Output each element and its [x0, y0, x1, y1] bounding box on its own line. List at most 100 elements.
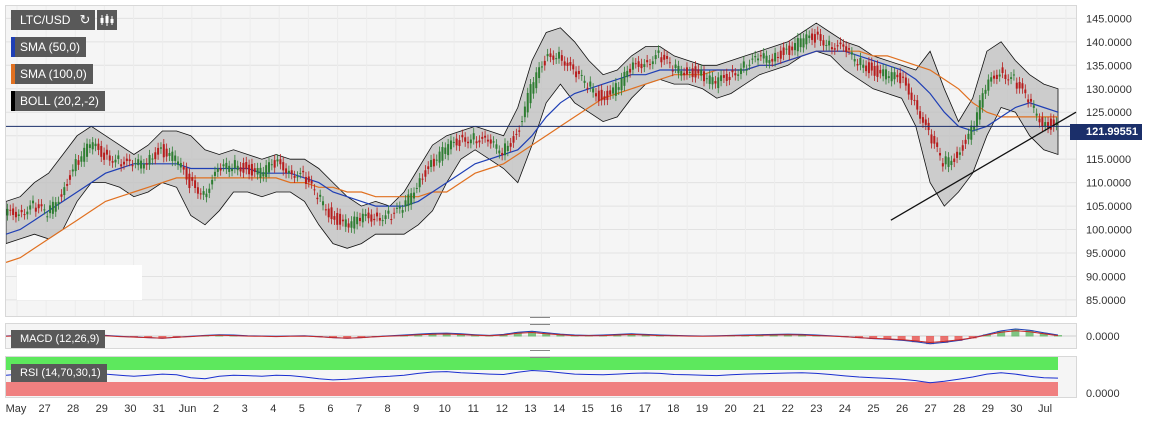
sma100-legend[interactable]: SMA (100,0) — [11, 64, 93, 84]
candle-body — [430, 160, 433, 168]
candle-body — [34, 207, 37, 212]
x-tick-label: 3 — [242, 403, 248, 415]
candle-body — [620, 78, 623, 91]
rsi-legend[interactable]: RSI (14,70,30,1) — [11, 364, 107, 382]
candle-body — [168, 153, 171, 156]
y-tick-label: 135.0000 — [1086, 60, 1132, 72]
candle-body — [833, 48, 836, 50]
candle-body — [907, 83, 910, 95]
x-tick-label: 30 — [124, 403, 136, 415]
candle-body — [233, 160, 236, 169]
candle-body — [165, 148, 168, 157]
x-tick-label: 30 — [1010, 403, 1022, 415]
boll-label: BOLL (20,2,-2) — [20, 94, 99, 108]
candle-body — [441, 147, 444, 161]
boll-legend[interactable]: BOLL (20,2,-2) — [11, 91, 105, 111]
macd-resize-handle[interactable] — [530, 317, 550, 325]
macd-histogram-bar — [513, 332, 522, 337]
rsi-panel[interactable]: 0.0000 — [5, 356, 1120, 400]
x-tick-label: 2 — [213, 403, 219, 415]
symbol-label[interactable]: LTC/USD — [11, 10, 77, 30]
x-tick-label: 8 — [385, 403, 391, 415]
candle-body — [961, 145, 964, 151]
candle-body — [529, 84, 532, 104]
candle-body — [347, 223, 350, 228]
price-chart-panel[interactable]: 145.0000 140.0000 135.0000 130.0000 125.0000… — [5, 5, 1132, 317]
x-tick-label: 12 — [496, 403, 508, 415]
candle-body — [213, 171, 216, 176]
candle-body — [592, 88, 595, 93]
candle-body — [250, 163, 253, 176]
candle-body — [71, 169, 74, 172]
refresh-icon[interactable]: ↻ — [75, 10, 95, 30]
sma50-legend[interactable]: SMA (50,0) — [11, 37, 87, 57]
candle-body — [674, 64, 677, 68]
candle-body — [63, 187, 66, 196]
candle-body — [449, 140, 452, 150]
x-tick-label: 13 — [524, 403, 536, 415]
candle-body — [566, 62, 569, 66]
candle-body — [794, 43, 796, 51]
candle-body — [634, 63, 637, 65]
macd-histogram-bar — [456, 333, 465, 337]
candle-body — [944, 156, 947, 165]
macd-histogram-bar — [144, 336, 153, 339]
candle-body — [344, 219, 347, 227]
candle-body — [762, 53, 765, 59]
candle-body — [236, 165, 239, 171]
candle-body — [631, 62, 634, 70]
candle-body — [1035, 113, 1038, 116]
candle-body — [475, 141, 478, 144]
candle-body — [1041, 117, 1044, 127]
candle-body — [808, 35, 811, 39]
macd-legend[interactable]: MACD (12,26,9) — [11, 330, 106, 348]
candle-body — [648, 64, 651, 66]
candlestick-icon[interactable] — [97, 10, 117, 30]
candle-body — [393, 212, 396, 214]
macd-histogram-bar — [897, 336, 906, 341]
candle-body — [685, 67, 688, 75]
candle-body — [791, 46, 794, 51]
y-tick-label: 130.0000 — [1086, 84, 1132, 96]
rsi-resize-handle[interactable] — [530, 350, 550, 358]
candle-body — [384, 215, 387, 220]
candle-body — [14, 211, 17, 218]
candle-body — [444, 147, 447, 154]
candle-body — [177, 161, 180, 165]
candle-body — [887, 76, 890, 79]
candle-body — [242, 162, 245, 173]
macd-panel[interactable]: 0.0000 — [5, 323, 1120, 349]
candle-body — [941, 163, 944, 167]
x-tick-label: 6 — [327, 403, 333, 415]
candle-body — [228, 165, 231, 172]
candle-body — [381, 220, 384, 222]
candle-body — [270, 164, 273, 166]
candle-body — [501, 152, 504, 156]
candle-body — [594, 93, 597, 97]
macd-label: MACD (12,26,9) — [20, 333, 100, 345]
candle-body — [304, 176, 307, 184]
y-tick-label: 110.0000 — [1086, 178, 1131, 190]
candle-body — [754, 56, 757, 58]
candle-body — [225, 162, 228, 169]
candle-body — [637, 61, 640, 67]
candle-body — [785, 48, 788, 50]
x-tick-label: 11 — [468, 403, 479, 415]
candle-body — [1018, 82, 1021, 89]
candle-body — [788, 45, 791, 55]
sma50-label: SMA (50,0) — [20, 40, 81, 54]
rsi-overbought-zone — [6, 357, 1058, 370]
candle-body — [202, 191, 205, 195]
candle-body — [705, 78, 708, 80]
candle-body — [657, 50, 660, 53]
candle-body — [651, 61, 654, 65]
candle-body — [330, 207, 333, 220]
candle-body — [208, 188, 211, 193]
candle-body — [421, 178, 424, 180]
candle-body — [191, 177, 194, 181]
candle-body — [469, 139, 472, 144]
candle-body — [629, 68, 632, 73]
candle-body — [472, 133, 475, 140]
candle-body — [742, 61, 745, 68]
candle-body — [373, 218, 376, 221]
